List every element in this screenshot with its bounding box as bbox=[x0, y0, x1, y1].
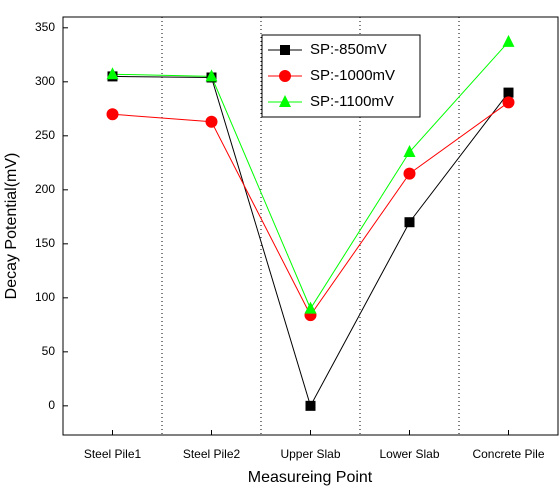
marker bbox=[403, 145, 416, 158]
y-axis-label: Decay Potential(mV) bbox=[3, 153, 20, 300]
x-tick-label: Upper Slab bbox=[280, 447, 340, 461]
y-tick-label: 100 bbox=[35, 290, 55, 304]
series-line bbox=[112, 101, 509, 317]
marker bbox=[502, 34, 515, 47]
x-axis-label: Measureing Point bbox=[248, 469, 373, 486]
legend-label: SP:-1100mV bbox=[310, 93, 394, 110]
y-tick-label: 250 bbox=[35, 128, 55, 142]
x-tick-label: Steel Pile2 bbox=[183, 447, 241, 461]
series-line bbox=[112, 75, 509, 408]
dividers bbox=[161, 17, 460, 435]
y-tick-label: 0 bbox=[48, 398, 55, 412]
y-tick-label: 150 bbox=[35, 236, 55, 250]
y-tick-label: 350 bbox=[35, 20, 55, 34]
marker bbox=[205, 69, 218, 82]
legend-label: SP:-1000mV bbox=[310, 67, 395, 84]
marker bbox=[305, 400, 316, 411]
marker bbox=[279, 95, 291, 107]
marker bbox=[280, 45, 290, 55]
x-tick-label: Lower Slab bbox=[379, 447, 439, 461]
marker bbox=[205, 115, 218, 128]
x-tick-label: Steel Pile1 bbox=[84, 447, 142, 461]
y-tick-label: 50 bbox=[42, 344, 56, 358]
marker bbox=[403, 167, 416, 180]
y-tick-label: 200 bbox=[35, 182, 55, 196]
marker bbox=[502, 96, 515, 109]
marker bbox=[106, 108, 119, 121]
legend-label: SP:-850mV bbox=[310, 41, 387, 58]
marker bbox=[279, 70, 291, 82]
marker bbox=[106, 67, 119, 80]
y-tick-label: 300 bbox=[35, 74, 55, 88]
marker bbox=[503, 87, 514, 98]
marker bbox=[304, 301, 317, 314]
marker bbox=[404, 217, 415, 228]
x-tick-label: Concrete Pile bbox=[472, 447, 544, 461]
